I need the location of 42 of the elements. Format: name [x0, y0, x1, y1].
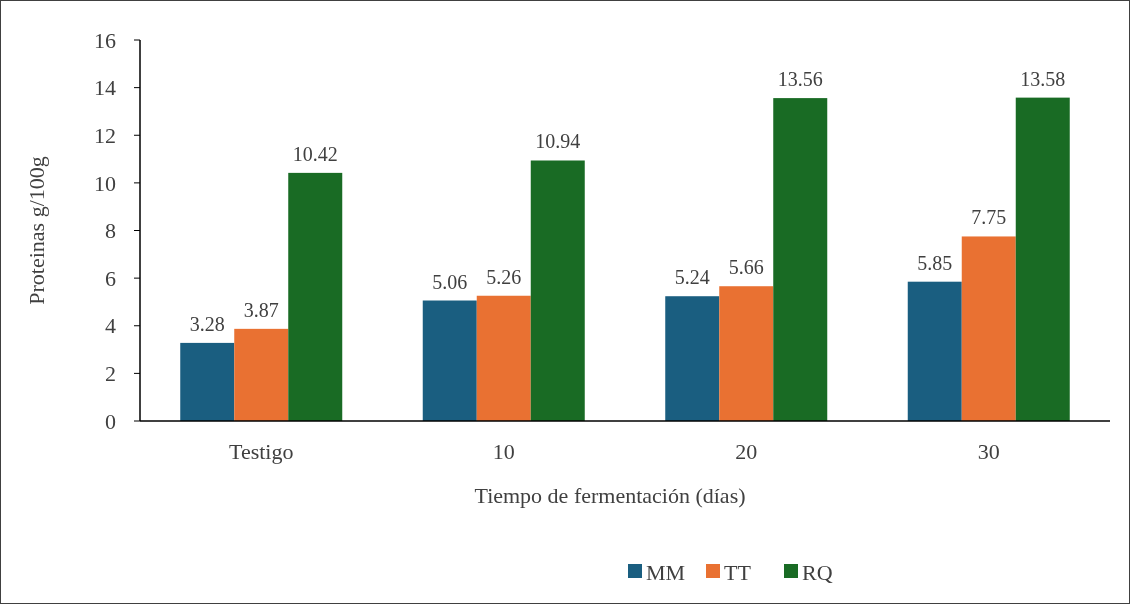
- data-label: 13.58: [1020, 67, 1066, 90]
- data-label: 3.28: [189, 312, 225, 335]
- data-label: 5.06: [432, 270, 468, 293]
- bar: [530, 160, 585, 421]
- data-label: 10.94: [535, 130, 581, 153]
- x-axis-title: Tiempo de fermentación (días): [474, 483, 746, 508]
- data-label: 5.85: [917, 251, 953, 274]
- y-axis-title: Proteinas g/100g: [24, 156, 49, 305]
- y-tick-label: 6: [105, 265, 116, 291]
- y-tick-label: 14: [94, 75, 116, 101]
- data-label: 5.26: [486, 265, 522, 288]
- data-label: 10.42: [292, 142, 338, 165]
- x-tick-label: Testigo: [229, 439, 294, 464]
- data-label: 7.75: [971, 206, 1007, 229]
- y-tick-label: 2: [105, 361, 116, 387]
- bar: [907, 281, 962, 421]
- bar: [773, 98, 828, 421]
- bar: [234, 328, 289, 421]
- y-tick-label: 4: [105, 313, 116, 339]
- y-tick-label: 12: [94, 122, 116, 148]
- data-label: 5.24: [674, 266, 710, 289]
- y-tick-label: 10: [94, 170, 116, 196]
- bar: [1015, 97, 1070, 421]
- bar: [476, 295, 531, 421]
- y-tick-label: 16: [94, 27, 116, 53]
- legend-label: RQ: [802, 559, 833, 585]
- data-label: 3.87: [243, 298, 279, 321]
- bar: [422, 300, 477, 421]
- x-tick-label: 10: [492, 439, 515, 464]
- bar: [288, 172, 343, 421]
- x-tick-label: 20: [735, 439, 758, 464]
- y-tick-label: 0: [105, 408, 116, 434]
- y-tick-label: 8: [105, 218, 116, 244]
- bar: [719, 286, 774, 421]
- data-label: 5.66: [728, 256, 764, 279]
- bar: [180, 342, 235, 421]
- legend-label: TT: [724, 559, 752, 585]
- x-tick-label: 30: [977, 439, 1000, 464]
- bar: [961, 236, 1016, 421]
- bar: [665, 296, 720, 421]
- data-label: 13.56: [777, 68, 823, 91]
- legend-label: MM: [646, 559, 686, 585]
